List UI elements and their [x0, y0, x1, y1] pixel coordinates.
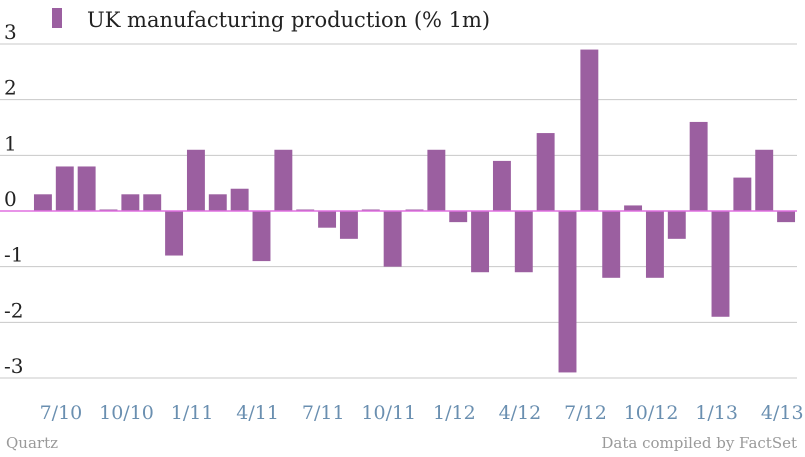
bar	[492, 160, 511, 211]
bar	[143, 194, 162, 211]
y-tick-label: 3	[4, 20, 17, 44]
gridlines	[0, 43, 797, 379]
bar	[427, 149, 446, 211]
bar	[602, 211, 621, 278]
bar	[186, 149, 205, 211]
bar	[274, 149, 293, 211]
bar	[471, 211, 490, 273]
y-tick-label: 1	[4, 131, 17, 155]
bar	[339, 211, 358, 239]
footer-credit: Data compiled by FactSet	[601, 434, 797, 452]
bar	[645, 211, 664, 278]
x-tick-label: 4/13	[761, 402, 804, 424]
footer-source: Quartz	[6, 434, 58, 452]
y-tick-label: 0	[4, 187, 17, 211]
bar	[711, 211, 730, 317]
bar	[624, 205, 643, 211]
bar	[55, 166, 74, 211]
bar	[777, 211, 796, 223]
x-tick-label: 10/12	[624, 402, 679, 424]
bar	[252, 211, 271, 262]
y-tick-label: -2	[4, 298, 23, 322]
y-tick-label: 2	[4, 76, 17, 100]
bars	[33, 49, 796, 373]
bar	[733, 177, 752, 211]
legend-label: UK manufacturing production (% 1m)	[87, 8, 490, 32]
x-tick-label: 4/12	[499, 402, 542, 424]
x-axis-ticks: 7/10 10/10 1/11 4/11 7/11 10/11 1/12 4/12 7/12 10…	[40, 402, 804, 424]
x-tick-label: 7/11	[302, 402, 345, 424]
x-tick-label: 1/12	[433, 402, 476, 424]
bar	[580, 49, 599, 211]
y-axis-ticks: 3 2 1 0 -1 -2 -3	[4, 20, 23, 378]
bar	[77, 166, 96, 211]
x-tick-label: 7/10	[40, 402, 83, 424]
bar	[230, 188, 249, 211]
x-tick-label: 7/12	[564, 402, 607, 424]
y-tick-label: -1	[4, 243, 23, 267]
bar	[33, 194, 52, 211]
bar	[514, 211, 533, 273]
bar	[121, 194, 140, 211]
bar	[536, 133, 555, 211]
bar	[558, 211, 577, 373]
bar	[165, 211, 184, 256]
x-tick-label: 1/11	[171, 402, 214, 424]
x-tick-label: 10/10	[99, 402, 154, 424]
bar	[667, 211, 686, 239]
bar	[383, 211, 402, 267]
bar	[755, 149, 774, 211]
legend-swatch	[52, 8, 62, 28]
bar	[208, 194, 227, 211]
bar	[318, 211, 337, 228]
bar	[689, 121, 708, 211]
y-tick-label: -3	[4, 354, 23, 378]
bar	[449, 211, 468, 223]
x-tick-label: 4/11	[236, 402, 279, 424]
x-tick-label: 1/13	[695, 402, 738, 424]
legend: UK manufacturing production (% 1m)	[52, 8, 490, 32]
x-tick-label: 10/11	[361, 402, 416, 424]
